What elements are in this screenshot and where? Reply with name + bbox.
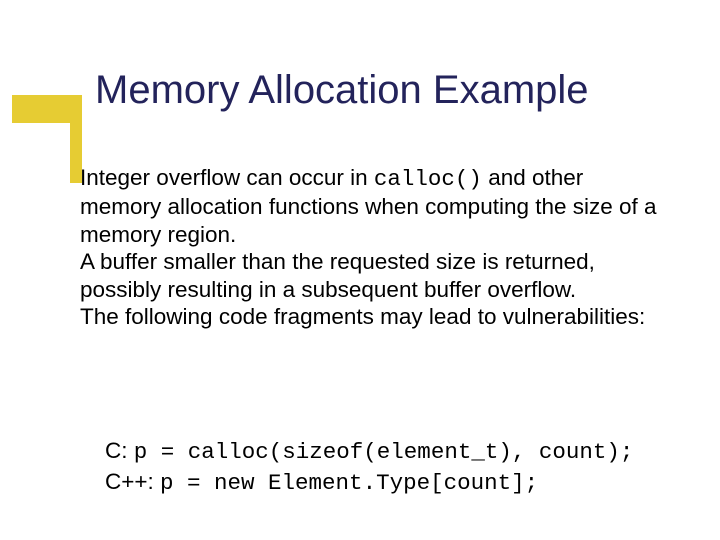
paragraph-3: The following code fragments may lead to… xyxy=(80,303,660,330)
code-line-c: C: p = calloc(sizeof(element_t), count); xyxy=(105,436,680,467)
code-line-cpp: C++: p = new Element.Type[count]; xyxy=(105,467,680,498)
inline-code-calloc: calloc() xyxy=(374,166,482,192)
slide: Memory Allocation Example Integer overfl… xyxy=(0,0,720,540)
lang-label-c: C: xyxy=(105,438,134,463)
paragraph-2: A buffer smaller than the requested size… xyxy=(80,248,660,303)
paragraph-1: Integer overflow can occur in calloc() a… xyxy=(80,164,660,248)
lang-label-cpp: C++: xyxy=(105,469,160,494)
code-text-cpp: p = new Element.Type[count]; xyxy=(160,470,538,496)
accent-bar-horizontal xyxy=(12,95,70,123)
p1-part-a: Integer overflow can occur in xyxy=(80,165,374,190)
code-text-c: p = calloc(sizeof(element_t), count); xyxy=(134,439,634,465)
code-block: C: p = calloc(sizeof(element_t), count);… xyxy=(105,436,680,499)
body-text: Integer overflow can occur in calloc() a… xyxy=(80,164,660,331)
slide-title: Memory Allocation Example xyxy=(95,68,589,113)
